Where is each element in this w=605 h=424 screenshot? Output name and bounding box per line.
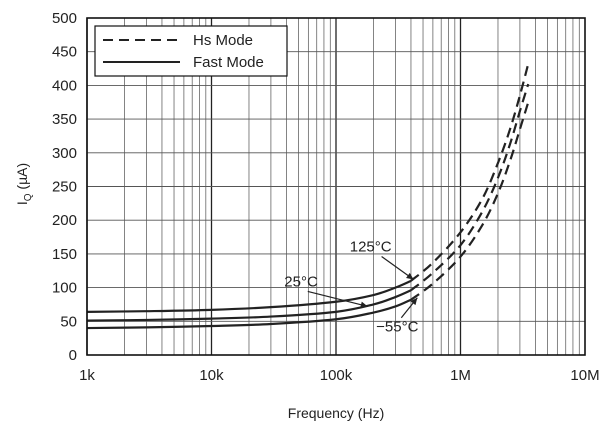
- y-axis-title: IQ (µA): [14, 163, 34, 205]
- y-tick-label: 500: [52, 10, 77, 27]
- series-lines: [86, 63, 530, 330]
- y-tick-label: 50: [60, 313, 77, 330]
- annotation-arrowhead: [406, 272, 414, 280]
- x-tick-label: 100k: [320, 367, 353, 384]
- series-line-125C-fast-mode: [86, 279, 412, 313]
- series-line-125C-hs-mode: [410, 63, 530, 282]
- y-axis-title-subscript: Q: [23, 193, 34, 201]
- x-tick-label: 10M: [570, 367, 599, 384]
- temperature-annotations: 125°C 25°C −55°C: [284, 239, 418, 336]
- y-tick-label: 400: [52, 77, 77, 94]
- y-tick-label: 0: [69, 347, 77, 364]
- y-axis-title-main: I: [14, 201, 30, 205]
- annotation-arrowhead: [410, 297, 418, 306]
- legend: Hs Mode Fast Mode: [94, 25, 288, 77]
- series-line-55C-fast-mode: [86, 298, 412, 330]
- x-tick-label: 1M: [450, 367, 471, 384]
- y-tick-label: 450: [52, 44, 77, 61]
- x-tick-label: 1k: [79, 367, 95, 384]
- legend-box: [94, 25, 288, 77]
- plot-frame: [86, 17, 586, 356]
- y-tick-label: 100: [52, 280, 77, 297]
- y-tick-label: 350: [52, 111, 77, 128]
- annotation-label: −55°C: [376, 319, 418, 336]
- legend-label-hs-mode: Hs Mode: [193, 32, 253, 49]
- y-axis-title-unit: (µA): [14, 163, 30, 194]
- annotation-arrowhead: [360, 301, 368, 308]
- series-line-25C-hs-mode: [410, 83, 530, 292]
- annotation-label: 125°C: [350, 239, 392, 256]
- annotation-leader: [307, 290, 368, 308]
- x-tick-label: 10k: [199, 367, 224, 384]
- tick-labels: 0 50 100 150 200 250 300 350 400 450 500 1k 10k 100k 1…: [52, 10, 600, 384]
- y-tick-label: 300: [52, 145, 77, 162]
- legend-label-fast-mode: Fast Mode: [193, 54, 264, 71]
- y-tick-label: 200: [52, 212, 77, 229]
- annotation-label: 25°C: [284, 273, 318, 290]
- y-tick-label: 150: [52, 246, 77, 263]
- series-line-25C-fast-mode: [86, 289, 412, 322]
- y-tick-label: 250: [52, 179, 77, 196]
- x-axis-title: Frequency (Hz): [288, 405, 384, 421]
